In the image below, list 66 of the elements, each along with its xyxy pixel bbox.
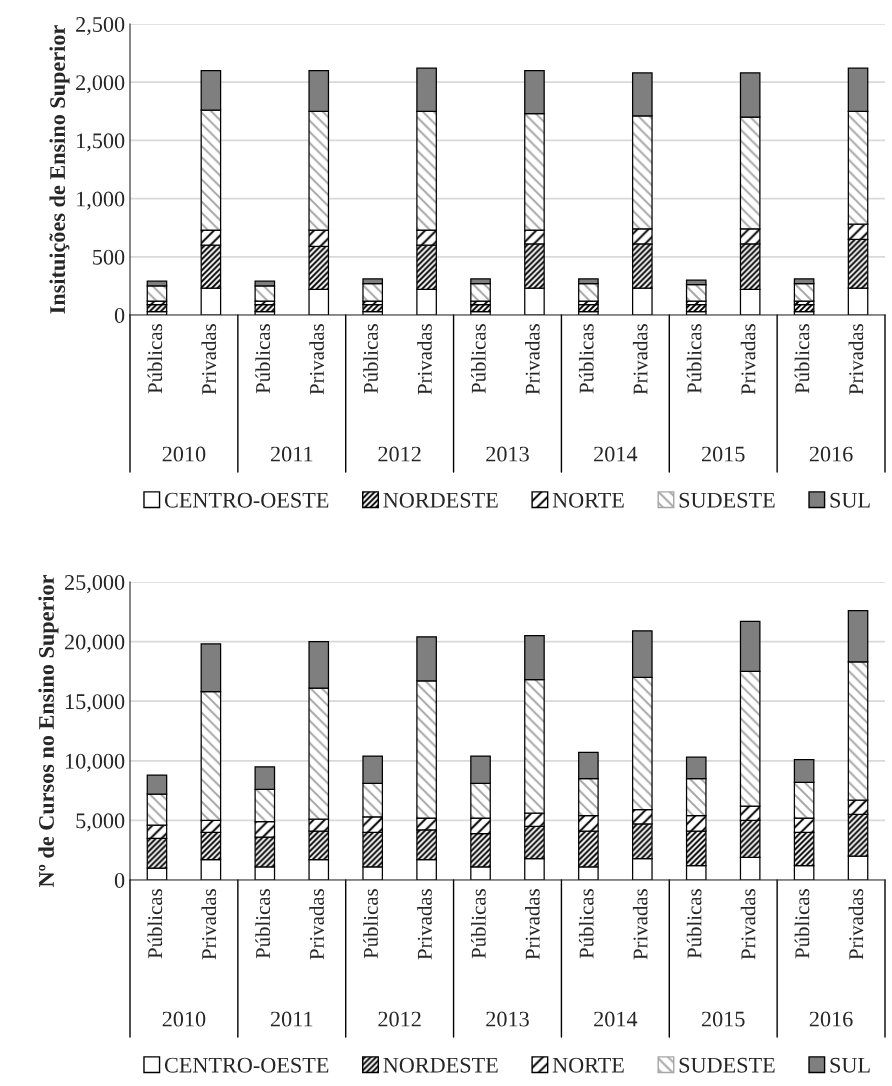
- x-tick-label: Públicas: [363, 324, 378, 394]
- y-axis-title: Insituições de Ensino Superior: [49, 25, 70, 314]
- x-tick-label: Públicas: [147, 889, 163, 959]
- legend-label: SUL: [830, 1057, 870, 1073]
- y-axis-title: Nº de Cursos no Ensino Superior: [38, 575, 59, 888]
- x-tick-label: Privadas: [740, 889, 756, 960]
- y-tick-label: 5,000: [76, 813, 125, 832]
- legend-label: SUDESTE: [679, 492, 775, 508]
- legend-label: NORTE: [552, 1057, 624, 1073]
- x-tick-label: Privadas: [417, 324, 432, 395]
- text: 2011: [270, 446, 313, 462]
- x-tick-label: Públicas: [794, 324, 810, 394]
- legend-label: SUL: [830, 492, 870, 508]
- x-tick-label: Públicas: [471, 324, 486, 394]
- text: 2013: [486, 446, 529, 462]
- x-tick-label: Públicas: [578, 889, 594, 959]
- x-tick-label: Públicas: [578, 324, 594, 394]
- x-tick-label: Privadas: [848, 889, 864, 960]
- legend-label: SUDESTE: [679, 1057, 775, 1073]
- x-tick-label: Privadas: [309, 324, 324, 395]
- text: 2016: [809, 1011, 853, 1027]
- x-tick-label: Públicas: [686, 324, 702, 394]
- x-tick-label: Públicas: [686, 889, 702, 959]
- x-tick-label: Privadas: [525, 324, 540, 395]
- x-tick-label: Públicas: [255, 889, 271, 959]
- x-tick-label: Públicas: [363, 889, 378, 959]
- text: 2015: [701, 1011, 745, 1027]
- y-tick-label: 20,000: [65, 634, 125, 653]
- y-tick-label: 500: [93, 249, 125, 265]
- y-tick-label: 10,000: [65, 753, 125, 772]
- x-tick-label: Públicas: [471, 889, 486, 959]
- y-tick-label: 1,000: [77, 191, 125, 210]
- y-tick-label: 1,500: [77, 133, 125, 152]
- x-tick-label: Privadas: [201, 324, 217, 395]
- text: 2010: [162, 446, 206, 462]
- y-tick-label: 0: [114, 872, 125, 888]
- x-tick-label: Privadas: [417, 889, 432, 960]
- x-tick-label: Privadas: [740, 324, 756, 395]
- y-tick-label: 15,000: [65, 694, 125, 713]
- x-tick-label: Privadas: [201, 889, 217, 960]
- text: 2012: [378, 446, 421, 462]
- text: 2014: [594, 1011, 638, 1027]
- legend-label: CENTRO-OESTE: [164, 492, 329, 508]
- text: 2014: [594, 446, 638, 462]
- text: 2010: [162, 1011, 206, 1027]
- legend-label: CENTRO-OESTE: [164, 1057, 329, 1073]
- text: 2011: [270, 1011, 313, 1027]
- text: 2013: [486, 1011, 529, 1027]
- x-tick-label: Privadas: [525, 889, 540, 960]
- y-tick-label: 25,000: [65, 574, 125, 594]
- text: 2012: [378, 1011, 421, 1027]
- y-tick-label: 0: [114, 307, 125, 323]
- x-tick-label: Privadas: [309, 889, 324, 960]
- text: 2015: [701, 446, 745, 462]
- legend-label: NORDESTE: [383, 1057, 498, 1073]
- legend-label: NORDESTE: [383, 492, 498, 508]
- text: 2016: [809, 446, 853, 462]
- y-tick-label: 2,500: [76, 16, 125, 36]
- x-tick-label: Públicas: [147, 324, 163, 394]
- y-tick-label: 2,000: [76, 75, 125, 94]
- x-tick-label: Públicas: [255, 324, 271, 394]
- x-tick-label: Privadas: [632, 889, 648, 960]
- legend-label: NORTE: [552, 492, 624, 508]
- x-tick-label: Privadas: [632, 324, 648, 395]
- x-tick-label: Públicas: [794, 889, 810, 959]
- x-tick-label: Privadas: [848, 324, 864, 395]
